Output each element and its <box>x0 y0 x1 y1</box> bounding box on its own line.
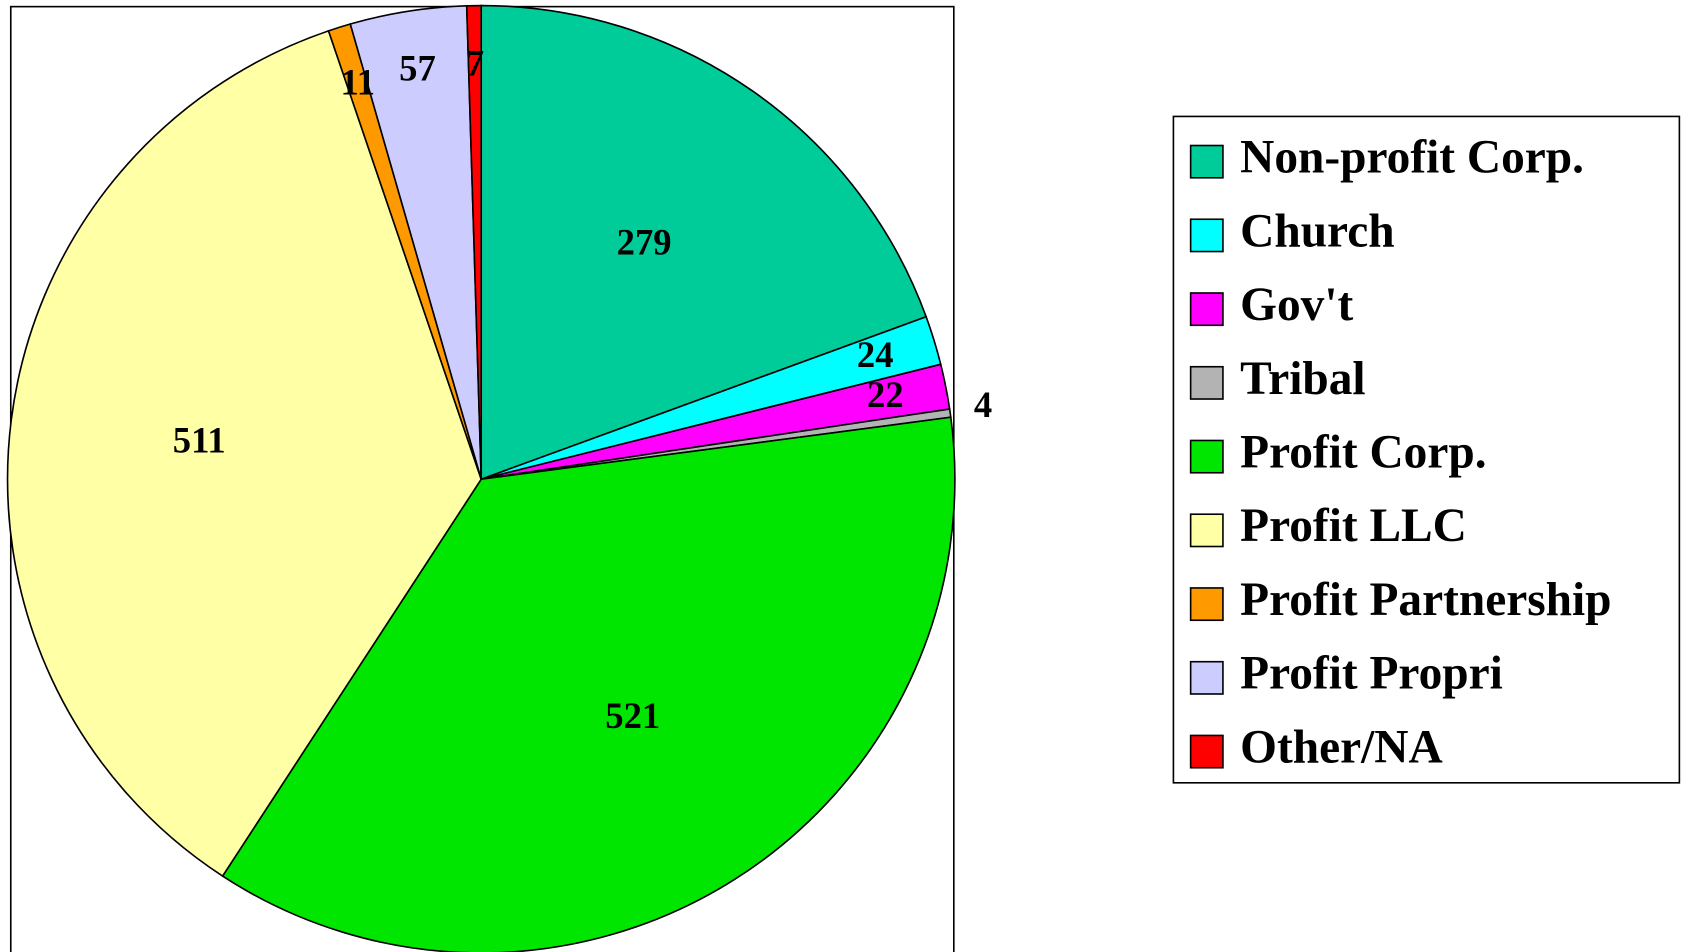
legend-box <box>1172 115 1681 784</box>
legend-label: Non-profit Corp. <box>1240 132 1584 184</box>
data-label: 22 <box>867 374 904 415</box>
legend-label: Profit Corp. <box>1240 426 1486 478</box>
data-label: 11 <box>341 61 376 102</box>
legend-label: Tribal <box>1240 353 1365 405</box>
data-label: 521 <box>605 695 660 736</box>
pie-slice <box>6 29 483 878</box>
legend-swatch <box>1189 292 1224 327</box>
data-label: 7 <box>466 43 484 84</box>
legend-label: Other/NA <box>1240 721 1443 773</box>
legend-swatch <box>1189 365 1224 400</box>
pie-slice <box>465 4 483 480</box>
legend-swatch <box>1189 144 1224 179</box>
legend-swatch <box>1189 439 1224 474</box>
legend-label: Profit LLC <box>1240 500 1467 552</box>
data-label: 279 <box>617 222 672 263</box>
pie-slice <box>221 416 956 952</box>
data-label: 57 <box>399 48 436 89</box>
data-label: 24 <box>857 334 894 375</box>
pie-slice <box>480 4 928 481</box>
legend-label: Profit Partnership <box>1240 574 1611 626</box>
legend-swatch <box>1189 660 1224 695</box>
data-label: 4 <box>974 384 992 425</box>
legend-swatch <box>1189 218 1224 253</box>
legend-label: Profit Propri <box>1240 648 1503 700</box>
legend-swatch <box>1189 587 1224 622</box>
legend-label: Church <box>1240 205 1394 257</box>
legend-label: Gov't <box>1240 279 1353 331</box>
legend-swatch <box>1189 734 1224 769</box>
legend-swatch <box>1189 513 1224 548</box>
data-label: 511 <box>173 419 226 460</box>
